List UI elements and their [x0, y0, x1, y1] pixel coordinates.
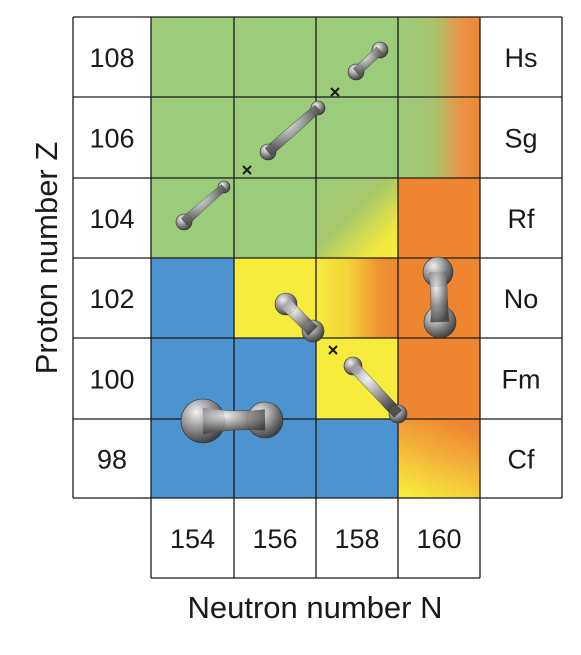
fission-fragment-shape [259, 100, 326, 161]
nuclear-shapes [175, 41, 457, 444]
region-cell [151, 258, 234, 338]
region-cell [234, 97, 316, 178]
region-cell [316, 97, 398, 178]
proton-number-label: 98 [97, 445, 127, 475]
neutron-number-label: 154 [170, 524, 215, 554]
x-marker [330, 87, 340, 97]
element-symbol-label: Rf [508, 204, 535, 234]
region-cell [398, 97, 480, 178]
region-cell [398, 17, 480, 97]
region-cell [151, 17, 234, 97]
x-marker [328, 345, 338, 355]
proton-number-label: 102 [89, 284, 134, 314]
fission-fragment-shape [347, 41, 389, 81]
region-cell [316, 17, 398, 97]
proton-number-label: 106 [89, 124, 134, 154]
saddle-markers [242, 87, 340, 355]
element-symbol-label: Fm [502, 365, 541, 395]
neutron-number-label: 156 [252, 524, 297, 554]
region-cell [398, 338, 480, 419]
region-cell [398, 178, 480, 258]
region-cell [316, 178, 398, 258]
fission-fragment-shape [422, 256, 457, 339]
element-symbol-label: Sg [504, 124, 537, 154]
region-cell [234, 17, 316, 97]
element-symbol-label: Hs [505, 43, 538, 73]
fission-fragment-shape [175, 180, 231, 231]
label-cells: 108 106 104 102 100 98 Hs Sg Rf No Fm Cf 154 156 158 16… [89, 43, 540, 554]
fission-fragment-shape [343, 356, 408, 424]
y-axis-label: Proton number Z [29, 142, 64, 375]
neutron-number-label: 160 [416, 524, 461, 554]
x-axis-label: Neutron number N [187, 590, 442, 625]
neutron-number-label: 158 [334, 524, 379, 554]
region-cell [151, 97, 234, 178]
fission-fragment-shape [274, 292, 325, 343]
region-cell [398, 419, 480, 498]
proton-number-label: 100 [89, 365, 134, 395]
proton-number-label: 108 [89, 43, 134, 73]
region-cell [316, 419, 398, 498]
fission-fragment-shape [180, 398, 284, 444]
region-cell [234, 178, 316, 258]
region-cell [316, 258, 398, 338]
element-symbol-label: No [504, 284, 539, 314]
proton-number-label: 104 [89, 204, 134, 234]
element-symbol-label: Cf [508, 445, 535, 475]
x-marker [242, 165, 252, 175]
